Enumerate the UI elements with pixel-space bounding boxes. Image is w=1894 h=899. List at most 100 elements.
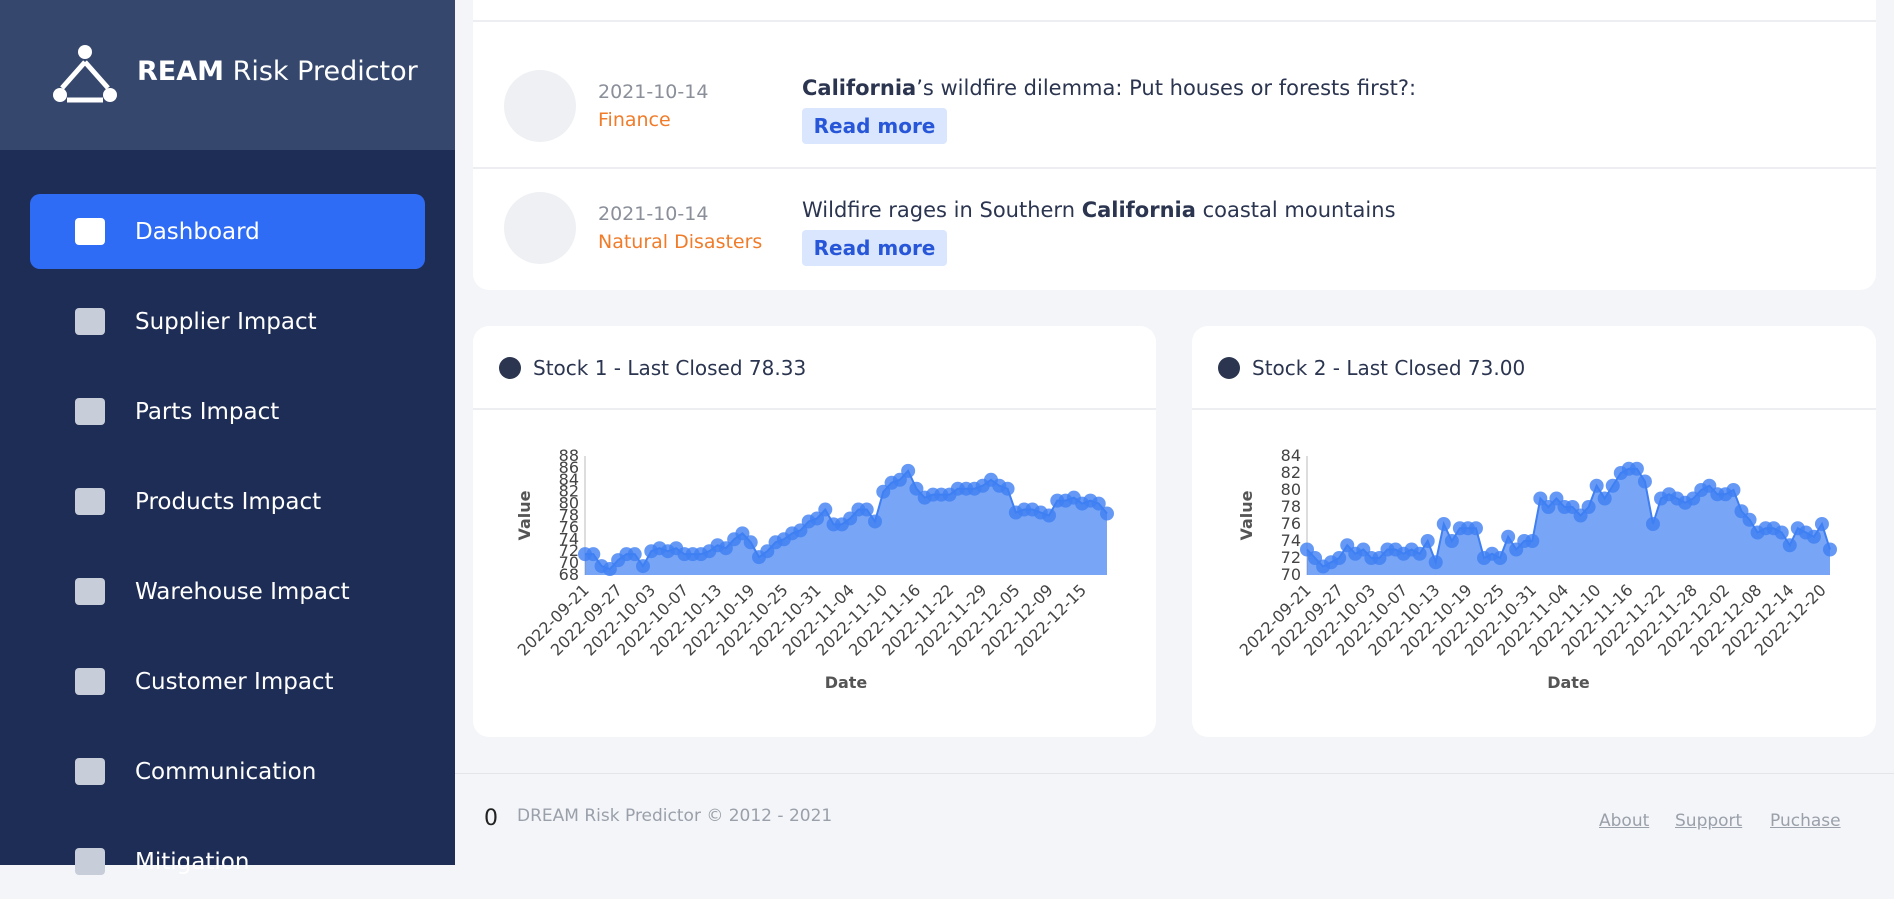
chart-card: Stock 1 - Last Closed 78.33 68 70 72 74 76 78 8… xyxy=(473,326,1156,737)
footer-link[interactable]: About xyxy=(1599,811,1650,831)
point xyxy=(586,547,601,562)
point xyxy=(1605,478,1620,493)
nav-item[interactable]: Mitigation xyxy=(30,824,425,899)
y-axis-label: Value xyxy=(515,490,534,540)
footer-link[interactable]: Puchase xyxy=(1770,811,1841,831)
chart-card: Stock 2 - Last Closed 73.00 70 72 74 76 78 80 8… xyxy=(1192,326,1876,737)
point xyxy=(1501,529,1516,544)
point xyxy=(1436,517,1451,531)
y-tick-label: 70 xyxy=(559,553,579,572)
point xyxy=(810,511,824,526)
nav-label: Parts Impact xyxy=(135,398,280,425)
point xyxy=(909,481,924,496)
title-part: ’s wildfire dilemma: Put houses or fores… xyxy=(916,76,1417,100)
point xyxy=(1100,506,1114,521)
read-more[interactable]: Read more xyxy=(802,108,947,144)
page: {"sidebar":{"brand_bold":"REAM","brand_r… xyxy=(0,0,1894,875)
y-tick-label: 72 xyxy=(559,541,579,560)
y-tick-label: 80 xyxy=(1281,480,1301,499)
point xyxy=(1420,534,1435,548)
footer-divider xyxy=(455,773,1894,774)
point xyxy=(627,547,642,562)
logo xyxy=(53,45,117,103)
point xyxy=(1493,551,1508,565)
footer-count: 0 xyxy=(484,806,498,831)
copyright: DREAM Risk Predictor © 2012 - 2021 xyxy=(517,806,833,826)
nav-item[interactable]: Warehouse Impact xyxy=(30,554,425,629)
point xyxy=(901,463,916,478)
sidebar: REAM Risk Predictor Dashboard Supplier Im… xyxy=(0,0,455,875)
point xyxy=(1806,529,1821,544)
point xyxy=(1000,481,1015,496)
title-part: Wildfire rages in Southern xyxy=(802,198,1082,222)
y-tick-label: 78 xyxy=(1281,497,1301,516)
nav-label: Customer Impact xyxy=(135,668,334,695)
nav-item[interactable]: Customer Impact xyxy=(30,644,425,719)
point xyxy=(1525,534,1540,548)
news-category: Finance xyxy=(598,109,671,131)
y-tick-label: 74 xyxy=(559,529,579,548)
x-axis-label: Date xyxy=(1547,673,1590,692)
nav-label: Supplier Impact xyxy=(135,308,317,335)
nav-icon xyxy=(75,578,105,605)
point xyxy=(892,472,907,487)
title-part: coastal mountains xyxy=(1195,198,1396,222)
point xyxy=(735,526,750,541)
nav-label: Communication xyxy=(135,758,317,785)
nav-label: Warehouse Impact xyxy=(135,578,350,605)
news-title: Wildfire rages in Southern California co… xyxy=(802,198,1396,222)
point xyxy=(1597,491,1612,506)
point xyxy=(1742,512,1757,527)
point xyxy=(1637,474,1652,489)
point xyxy=(876,484,891,499)
chart: Stock 2 - Last Closed 73.007072747678808… xyxy=(1192,356,1876,692)
nav-label: Dashboard xyxy=(135,218,260,245)
read-more[interactable]: Read more xyxy=(802,230,947,266)
point xyxy=(1444,534,1459,548)
news-icon xyxy=(504,70,576,142)
point xyxy=(1629,461,1644,476)
point xyxy=(760,544,775,559)
point xyxy=(1823,542,1837,557)
point xyxy=(859,502,874,517)
point xyxy=(1332,551,1347,565)
x-axis-label: Date xyxy=(825,673,868,692)
nav-icon xyxy=(75,398,105,425)
y-tick-label: 82 xyxy=(559,482,579,501)
chart-title: Stock 1 - Last Closed 78.33 xyxy=(533,356,806,380)
point xyxy=(1412,546,1427,561)
news-icon xyxy=(504,192,576,264)
point xyxy=(743,535,758,550)
chart-title: Stock 2 - Last Closed 73.00 xyxy=(1252,356,1525,380)
nav-icon xyxy=(75,488,105,515)
brand-bold: REAM xyxy=(137,56,224,87)
point xyxy=(602,562,617,577)
news-date: 2021-10-14 xyxy=(598,203,709,225)
nav-item[interactable]: Products Impact xyxy=(30,464,425,539)
point xyxy=(1645,517,1660,531)
title-part: California xyxy=(1081,198,1196,222)
footer-link[interactable]: Support xyxy=(1675,811,1743,831)
point xyxy=(718,541,733,556)
y-tick-label: 76 xyxy=(559,517,579,536)
nav-icon xyxy=(75,308,105,335)
nav-item[interactable]: Supplier Impact xyxy=(30,284,425,359)
nav-item[interactable]: Dashboard xyxy=(30,194,425,269)
news-row: 2021-10-14 Natural Disasters Wildfire rage… xyxy=(473,168,1876,289)
y-tick-label: 82 xyxy=(1281,463,1301,482)
news-row: Natural DisastersRead more xyxy=(473,0,1876,22)
brand-rest: Risk Predictor xyxy=(232,56,418,87)
y-tick-label: 80 xyxy=(559,494,579,513)
point xyxy=(1091,496,1106,511)
nav-icon xyxy=(75,668,105,695)
brand-bar: REAM Risk Predictor xyxy=(0,0,455,150)
y-tick-label: 68 xyxy=(559,565,579,584)
point xyxy=(1726,483,1741,497)
point xyxy=(1428,555,1443,570)
nav-item[interactable]: Communication xyxy=(30,734,425,809)
y-tick-label: 76 xyxy=(1281,514,1301,533)
brand: REAM Risk Predictor xyxy=(137,56,418,87)
chart: Stock 1 - Last Closed 78.336870727476788… xyxy=(473,356,1156,692)
nav-item[interactable]: Parts Impact xyxy=(30,374,425,449)
point xyxy=(843,511,858,526)
